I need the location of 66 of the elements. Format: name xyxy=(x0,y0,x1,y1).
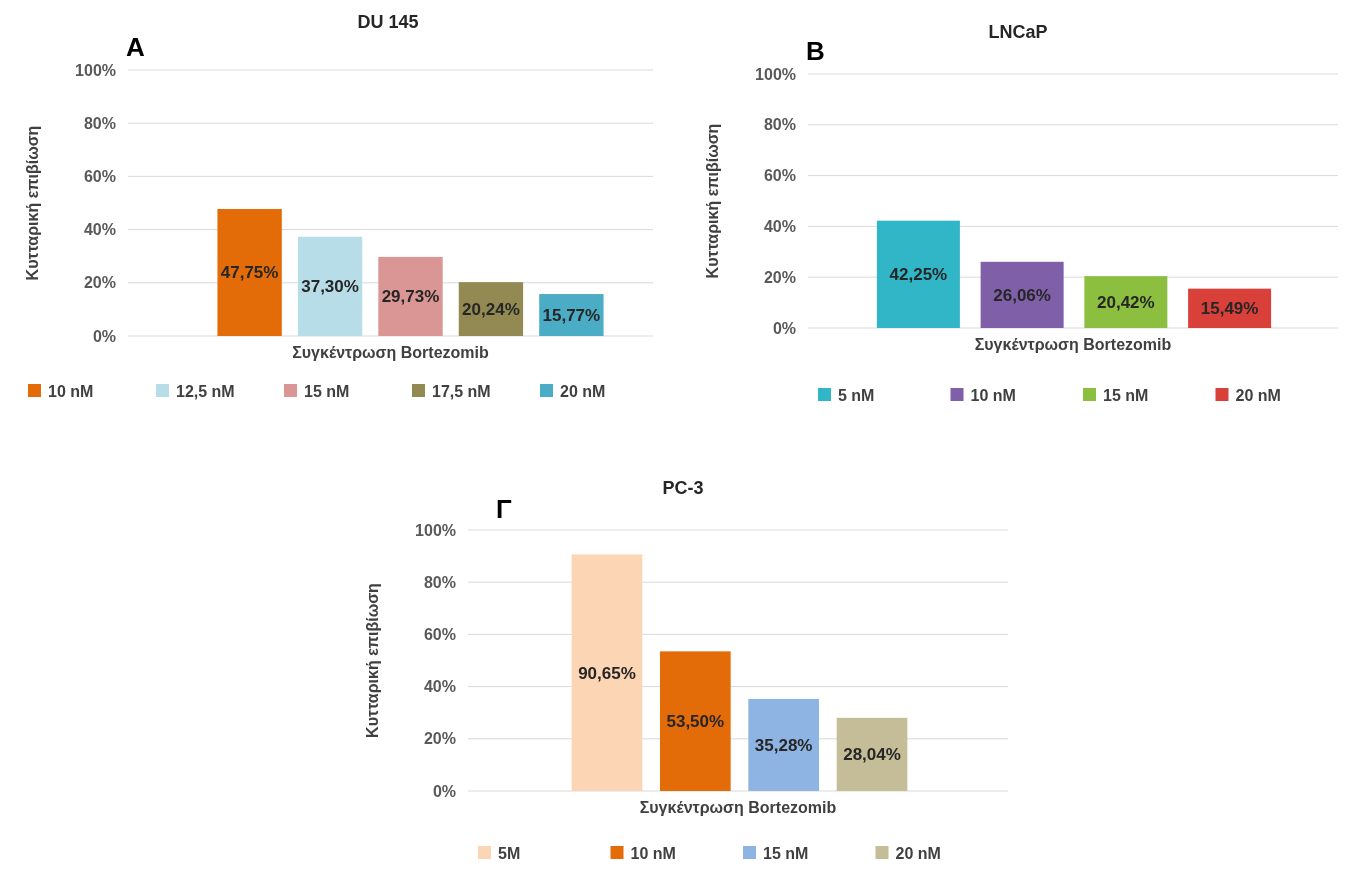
y-tick-label: 0% xyxy=(92,327,116,345)
y-tick-label: 60% xyxy=(83,168,116,185)
y-tick-label: 0% xyxy=(432,782,456,800)
x-axis-title: Συγκέντρωση Bortezomib xyxy=(639,799,837,816)
y-tick-label: 60% xyxy=(763,167,796,185)
legend-label: 15 nM xyxy=(763,844,809,862)
y-tick-label: 40% xyxy=(763,218,796,235)
legend-label: 12,5 nM xyxy=(176,382,235,400)
legend-label: 10 nM xyxy=(630,844,676,862)
y-tick-label: 80% xyxy=(83,114,116,132)
legend-label: 20 nM xyxy=(1235,386,1281,404)
legend-label: 5M xyxy=(498,844,521,862)
legend-label: 10 nM xyxy=(970,386,1016,404)
data-label: 20,42% xyxy=(1097,293,1155,313)
chart-title: PC-3 xyxy=(662,478,704,498)
y-axis-title: Κυτταρική επιβίωση xyxy=(24,125,41,281)
y-tick-label: 20% xyxy=(423,730,456,748)
data-label: 29,73% xyxy=(381,287,440,307)
bar xyxy=(297,236,363,336)
bar xyxy=(876,220,960,328)
data-label: 15,77% xyxy=(542,305,601,325)
legend-label: 5 nM xyxy=(838,386,875,404)
bar xyxy=(980,261,1064,328)
bar xyxy=(217,208,282,336)
data-label: 37,30% xyxy=(301,277,359,297)
data-label: 15,49% xyxy=(1200,299,1259,319)
x-axis-title: Συγκέντρωση Bortezomib xyxy=(292,344,490,361)
data-label: 42,25% xyxy=(889,265,948,285)
data-label: 47,75% xyxy=(220,263,279,283)
y-axis-title: Κυτταρική επιβίωση xyxy=(364,583,381,738)
y-tick-label: 0% xyxy=(772,319,796,337)
y-tick-label: 100% xyxy=(755,65,796,83)
y-tick-label: 80% xyxy=(763,116,796,134)
data-label: 35,28% xyxy=(754,735,813,755)
legend-label: 20 nM xyxy=(560,382,606,400)
y-tick-label: 100% xyxy=(415,521,456,539)
legend-label: 15 nM xyxy=(304,382,350,400)
legend-label: 15 nM xyxy=(1103,386,1149,404)
y-tick-label: 20% xyxy=(763,268,796,286)
data-label: 90,65% xyxy=(578,663,636,683)
legend-label: 10 nM xyxy=(48,382,94,400)
y-tick-label: 60% xyxy=(423,626,456,643)
text: B xyxy=(806,36,825,66)
bar xyxy=(378,256,443,336)
data-label: 53,50% xyxy=(666,712,725,732)
data-label: 26,06% xyxy=(993,285,1051,305)
bar xyxy=(748,698,820,791)
chart-title: DU 145 xyxy=(357,12,419,32)
bar xyxy=(659,651,731,791)
text: A xyxy=(126,32,145,62)
y-tick-label: 100% xyxy=(75,61,116,79)
bar xyxy=(836,717,908,791)
chart-title: LNCaP xyxy=(988,22,1048,42)
legend-label: 20 nM xyxy=(895,844,941,862)
data-label: 28,04% xyxy=(843,745,901,765)
y-tick-label: 80% xyxy=(423,573,456,591)
data-label: 20,24% xyxy=(462,300,520,320)
y-axis-title: Κυτταρική επιβίωση xyxy=(704,123,721,279)
x-axis-title: Συγκέντρωση Bortezomib xyxy=(974,336,1172,353)
y-tick-label: 40% xyxy=(423,678,456,696)
bar xyxy=(571,554,643,791)
y-tick-label: 40% xyxy=(83,221,116,239)
text: Γ xyxy=(496,494,512,524)
bar xyxy=(1084,276,1168,328)
legend-label: 17,5 nM xyxy=(432,382,491,400)
y-tick-label: 20% xyxy=(83,274,116,292)
